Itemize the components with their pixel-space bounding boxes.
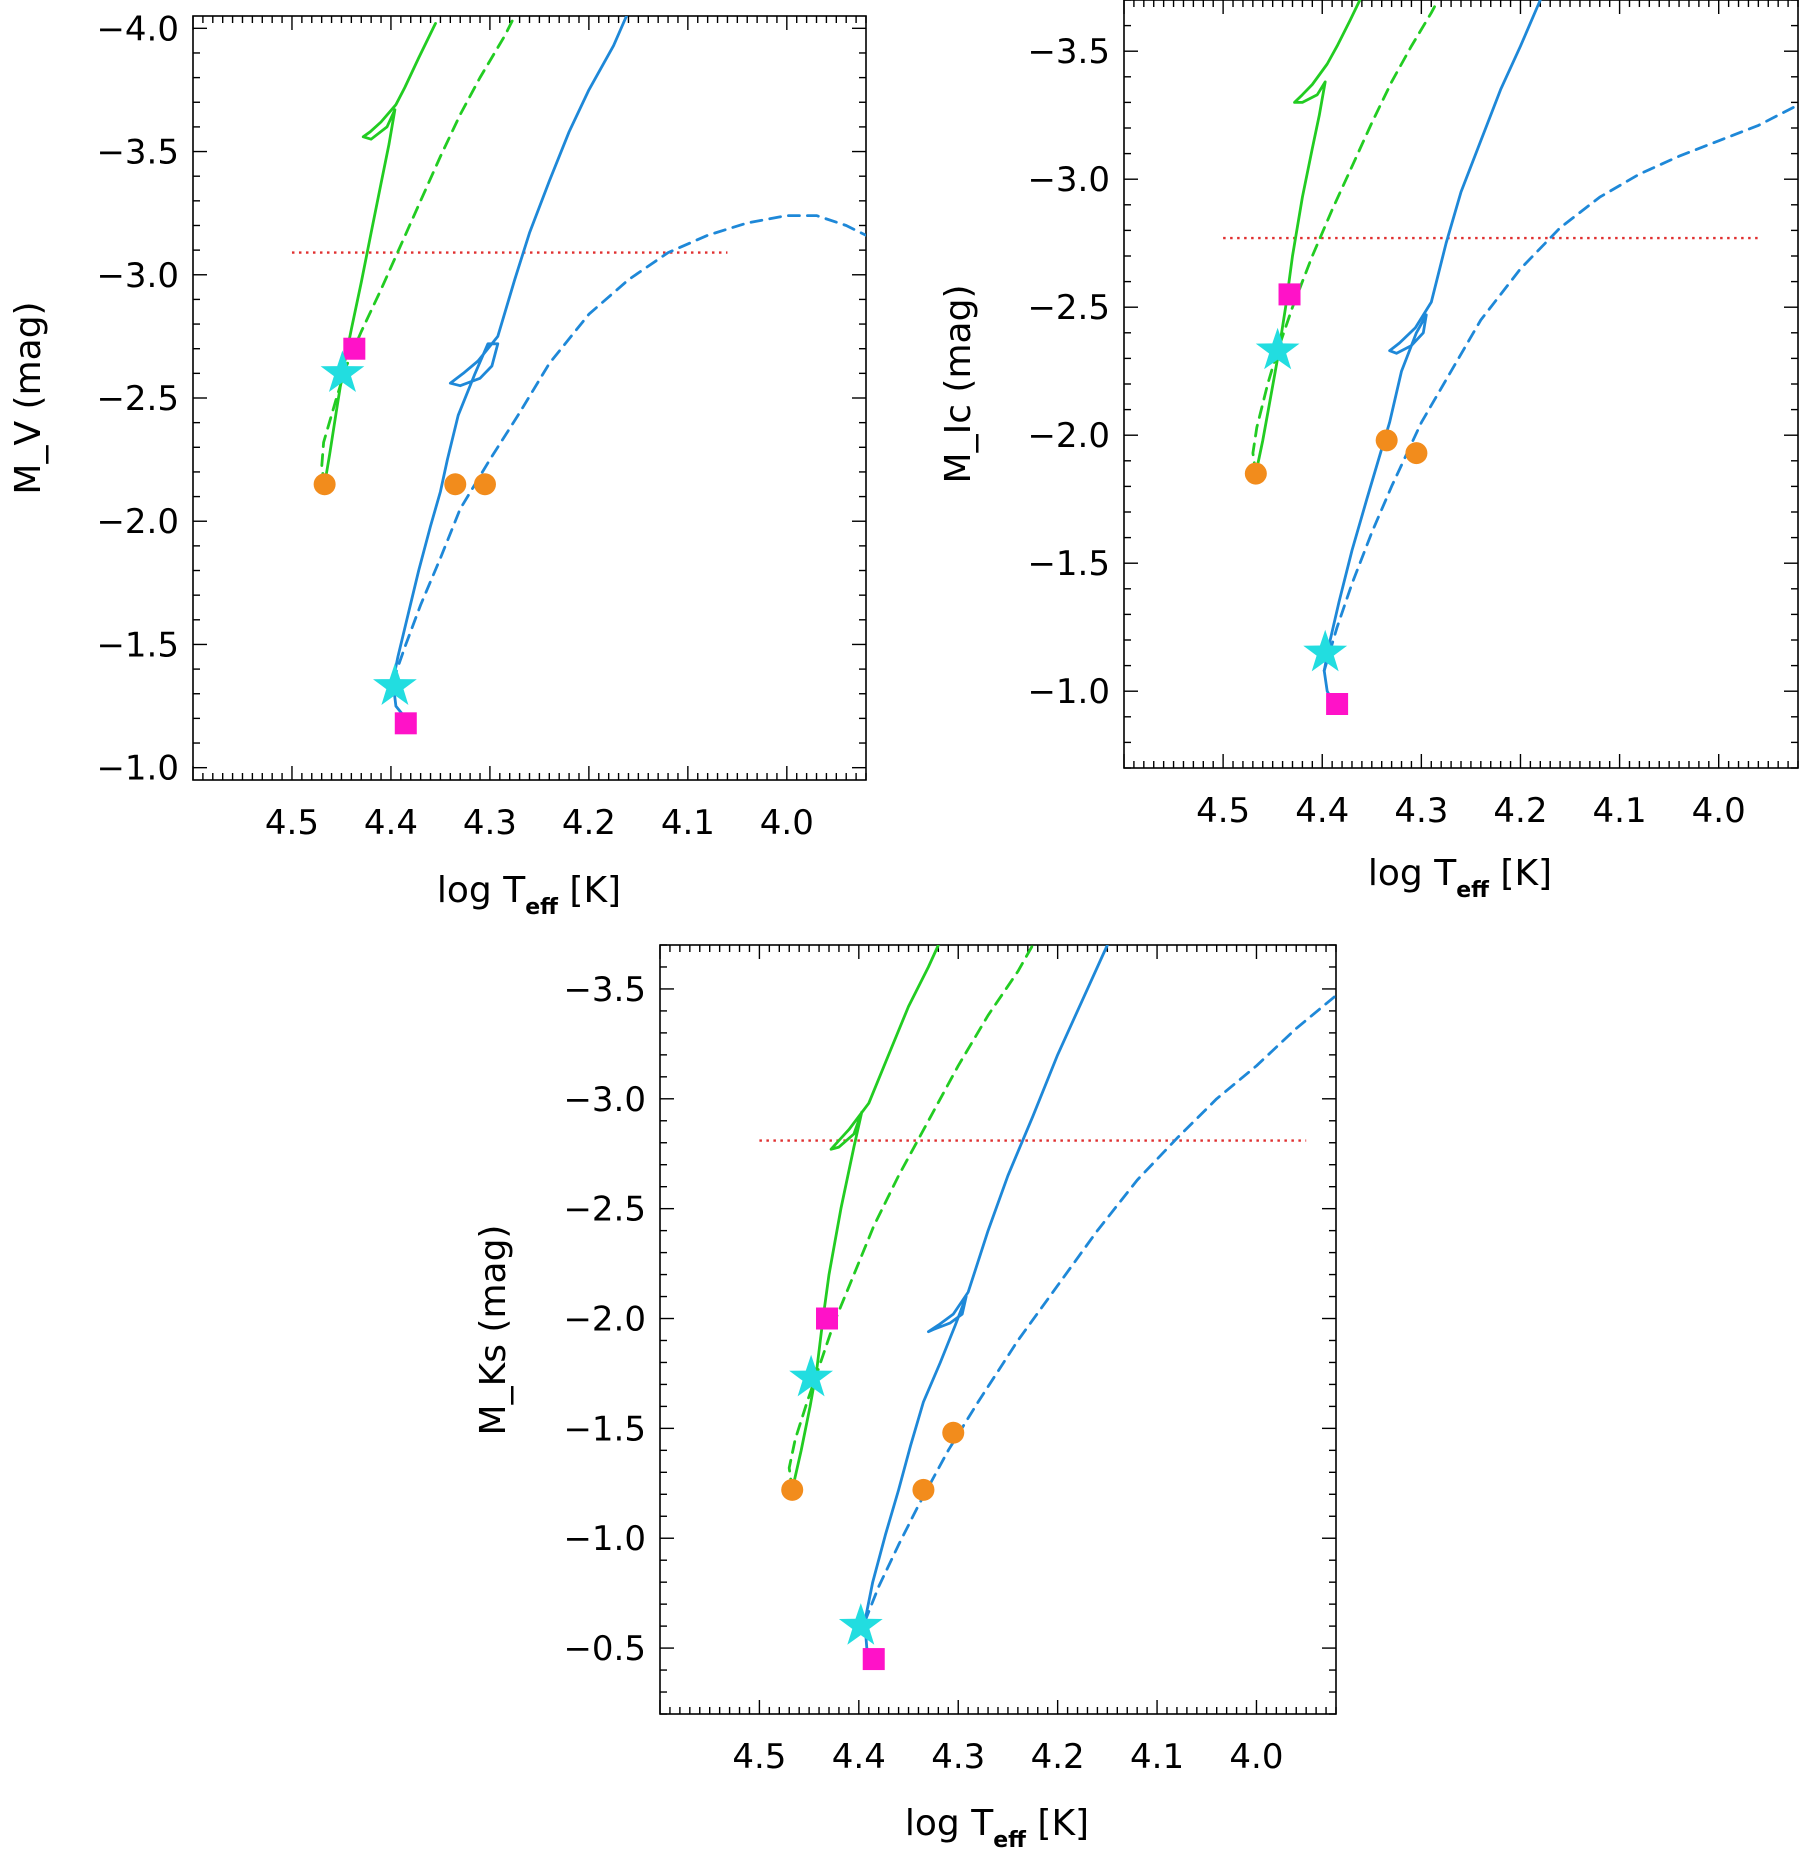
y-tick-label: −2.5 bbox=[563, 1190, 646, 1230]
x-tick-label: 4.3 bbox=[1394, 791, 1448, 831]
square-marker bbox=[394, 712, 417, 735]
y-tick-label: −3.0 bbox=[96, 256, 179, 296]
y-tick-label: −3.5 bbox=[1027, 32, 1110, 72]
x-tick-label: 4.4 bbox=[364, 803, 418, 843]
blue-solid-track bbox=[863, 945, 1109, 1661]
circle-marker bbox=[1244, 462, 1267, 485]
markers-group bbox=[313, 337, 496, 735]
xtick-labels: 4.5 4.4 4.3 4.2 4.1 4.0 bbox=[1196, 791, 1746, 831]
circle-marker bbox=[912, 1478, 935, 1501]
y-axis-label: M_Ks (mag) bbox=[473, 1225, 514, 1436]
y-tick-label: −1.5 bbox=[1027, 544, 1110, 584]
markers-group bbox=[1244, 283, 1428, 715]
star-marker bbox=[373, 663, 417, 705]
y-tick-label: −2.0 bbox=[563, 1300, 646, 1340]
green-solid-track bbox=[790, 945, 940, 1492]
ytick-labels: −1.0 −1.5 −2.0 −2.5 −3.0 −3.5 bbox=[1027, 32, 1110, 712]
markers-group bbox=[781, 1307, 965, 1671]
circle-marker bbox=[313, 473, 336, 496]
star-marker bbox=[1303, 629, 1348, 672]
square-marker bbox=[862, 1648, 885, 1671]
x-tick-label: 4.1 bbox=[1130, 1737, 1184, 1777]
y-tick-label: −3.5 bbox=[563, 970, 646, 1010]
x-tick-label: 4.2 bbox=[1493, 791, 1547, 831]
x-tick-label: 4.2 bbox=[562, 803, 616, 843]
x-tick-label: 4.5 bbox=[732, 1737, 786, 1777]
blue-dashed-track bbox=[1322, 103, 1798, 673]
x-tick-label: 4.5 bbox=[1196, 791, 1250, 831]
circle-marker bbox=[942, 1421, 965, 1444]
green-solid-track bbox=[323, 22, 437, 486]
blue-solid-track bbox=[1322, 0, 1542, 706]
blue-dashed-track bbox=[863, 994, 1336, 1624]
green-dashed-track bbox=[1251, 0, 1440, 475]
x-tick-label: 4.1 bbox=[661, 803, 715, 843]
x-tick-label: 4.5 bbox=[265, 803, 319, 843]
y-axis-label: M_V (mag) bbox=[8, 301, 49, 494]
y-tick-label: −0.5 bbox=[563, 1629, 646, 1669]
series-group bbox=[787, 945, 1336, 1661]
xtick-labels: 4.5 4.4 4.3 4.2 4.1 4.0 bbox=[265, 803, 814, 843]
y-tick-label: −2.5 bbox=[1027, 288, 1110, 328]
xtick-labels: 4.5 4.4 4.3 4.2 4.1 4.0 bbox=[732, 1737, 1283, 1777]
circle-marker bbox=[1405, 442, 1428, 465]
square-marker bbox=[343, 337, 366, 360]
x-tick-label: 4.4 bbox=[1295, 791, 1349, 831]
y-tick-label: −1.0 bbox=[563, 1519, 646, 1559]
x-axis-label: log Teff [K] bbox=[1368, 853, 1552, 903]
star-marker bbox=[320, 350, 365, 392]
green-solid-track bbox=[1254, 0, 1362, 475]
plot-frame bbox=[1123, 0, 1799, 769]
y-tick-label: −2.0 bbox=[96, 502, 179, 542]
ticks bbox=[659, 944, 1337, 1715]
x-tick-label: 4.0 bbox=[1229, 1737, 1283, 1777]
y-tick-label: −3.0 bbox=[1027, 160, 1110, 200]
square-marker bbox=[816, 1307, 839, 1330]
x-tick-label: 4.0 bbox=[760, 803, 814, 843]
star-marker bbox=[1255, 327, 1300, 370]
circle-marker bbox=[473, 473, 496, 496]
panel-mks: 4.5 4.4 4.3 4.2 4.1 4.0 −0.5−1.0−1.5−2.0−2.5−… bbox=[473, 944, 1337, 1853]
ticks bbox=[1123, 0, 1799, 769]
x-tick-label: 4.1 bbox=[1593, 791, 1647, 831]
ticks bbox=[192, 16, 867, 780]
x-tick-label: 4.3 bbox=[931, 1737, 985, 1777]
blue-dashed-track bbox=[391, 214, 866, 683]
green-dashed-track bbox=[787, 945, 1035, 1492]
y-tick-label: −2.0 bbox=[1027, 416, 1110, 456]
y-tick-label: −1.5 bbox=[96, 625, 179, 665]
y-tick-label: −1.0 bbox=[1027, 672, 1110, 712]
star-marker bbox=[838, 1603, 883, 1645]
x-tick-label: 4.2 bbox=[1031, 1737, 1085, 1777]
blue-solid-track bbox=[391, 16, 628, 720]
x-tick-label: 4.4 bbox=[832, 1737, 886, 1777]
series-group bbox=[320, 16, 866, 720]
ytick-labels: −1.0 −1.5 −2.0 −2.5 −3.0 −3.5 −4.0 bbox=[96, 9, 179, 788]
y-tick-label: −1.0 bbox=[96, 749, 179, 789]
y-tick-label: −2.5 bbox=[96, 379, 179, 419]
y-tick-label: −1.5 bbox=[563, 1409, 646, 1449]
x-tick-label: 4.3 bbox=[463, 803, 517, 843]
circle-marker bbox=[781, 1478, 804, 1501]
square-marker bbox=[1326, 693, 1349, 715]
circle-marker bbox=[444, 473, 467, 496]
star-marker bbox=[789, 1354, 833, 1397]
circle-marker bbox=[1375, 429, 1398, 452]
green-dashed-track bbox=[320, 16, 517, 486]
y-tick-label: −3.0 bbox=[563, 1080, 646, 1120]
square-marker bbox=[1278, 283, 1301, 306]
panel-mv: 4.5 4.4 4.3 4.2 4.1 4.0 −1.0−1.5−2.0−2.5−3.0−… bbox=[8, 9, 867, 920]
plot-frame bbox=[659, 944, 1337, 1715]
panel-mic: 4.5 4.4 4.3 4.2 4.1 4.0 −1.0−1.5−2.0−2.5−3.0−… bbox=[938, 0, 1799, 903]
x-axis-label: log Teff [K] bbox=[437, 870, 621, 920]
y-axis-label: M_Ic (mag) bbox=[938, 285, 979, 484]
series-group bbox=[1251, 0, 1798, 706]
y-tick-label: −4.0 bbox=[96, 9, 179, 49]
y-tick-label: −3.5 bbox=[96, 133, 179, 173]
x-tick-label: 4.0 bbox=[1692, 791, 1746, 831]
x-axis-label: log Teff [K] bbox=[905, 1803, 1089, 1853]
ytick-labels: −0.5 −1.0 −1.5 −2.0 −2.5 −3.0 −3.5 bbox=[563, 970, 646, 1669]
